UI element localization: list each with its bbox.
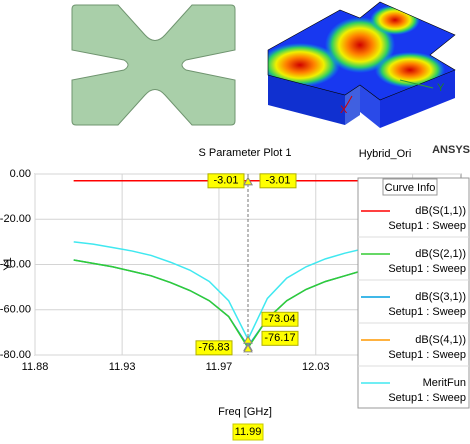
legend-setup: Setup1 : Sweep — [388, 392, 466, 404]
board-shape — [72, 5, 235, 125]
field-view: Y X — [260, 2, 455, 128]
legend-entry: dB(S(1,1)) — [415, 205, 466, 217]
x-tick-label: 11.93 — [109, 361, 136, 373]
y-tick-label: -80.00 — [0, 349, 31, 361]
chart-title: S Parameter Plot 1 — [199, 147, 292, 159]
marker-x-label: 11.99 — [235, 426, 262, 438]
legend-setup: Setup1 : Sweep — [388, 306, 466, 318]
legend-setup: Setup1 : Sweep — [388, 349, 466, 361]
brand: ANSYS — [432, 144, 470, 156]
legend-title: Curve Info — [385, 182, 436, 194]
y-tick-label: -60.00 — [0, 304, 31, 316]
y-tick-label: 0.00 — [10, 168, 31, 180]
marker-label: -3.01 — [265, 175, 290, 187]
x-tick-label: 12.03 — [302, 361, 330, 373]
x-axis-label: Freq [GHz] — [218, 406, 272, 418]
marker-label: -73.04 — [264, 313, 295, 325]
x-tick-label: 11.97 — [206, 361, 233, 373]
legend-entry: MeritFun — [423, 377, 466, 389]
marker-label: -76.17 — [264, 332, 295, 344]
marker-label: -76.83 — [198, 342, 229, 354]
x-tick-label: 11.88 — [22, 361, 49, 373]
legend-entry: dB(S(4,1)) — [415, 334, 466, 346]
legend-setup: Setup1 : Sweep — [388, 263, 466, 275]
legend-entry: dB(S(3,1)) — [415, 291, 466, 303]
page: Y X S Parameter Plot 1 Hybrid_Ori ANSYS … — [0, 0, 470, 444]
marker-label: -3.01 — [213, 175, 238, 187]
chart-subtitle: Hybrid_Ori — [359, 148, 412, 160]
axis-label: Y — [437, 82, 445, 94]
legend-entry: dB(S(2,1)) — [415, 248, 466, 260]
legend-setup: Setup1 : Sweep — [388, 220, 466, 232]
y-tick-label: -20.00 — [0, 213, 31, 225]
axis-label: X — [340, 104, 348, 116]
y-tick-label: -40.00 — [0, 258, 31, 270]
